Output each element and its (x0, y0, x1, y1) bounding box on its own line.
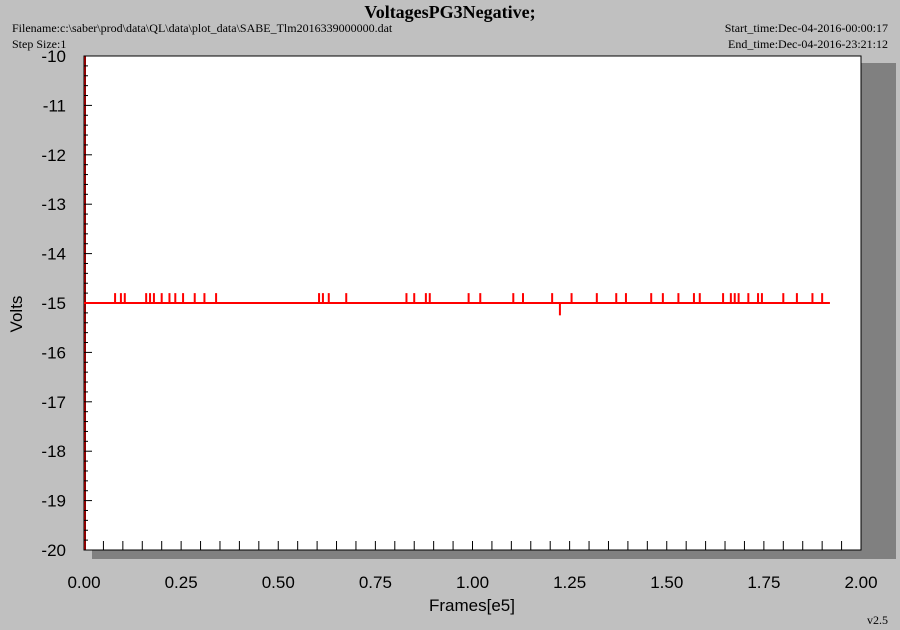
version-label: v2.5 (867, 613, 888, 627)
x-tick-label: 1.25 (553, 573, 586, 592)
x-tick-label: 2.00 (844, 573, 877, 592)
y-tick-label: -13 (41, 195, 66, 214)
y-tick-label: -12 (41, 146, 66, 165)
step-size-label: Step Size:1 (12, 37, 67, 51)
chart-title: VoltagesPG3Negative; (364, 2, 536, 22)
series-voltages (84, 293, 830, 316)
y-tick-label: -19 (41, 492, 66, 511)
y-tick-label: -15 (41, 294, 66, 313)
end-time-label: End_time:Dec-04-2016-23:21:12 (728, 37, 888, 51)
y-tick-label: -16 (41, 343, 66, 362)
y-axis-title: Volts (7, 296, 26, 333)
x-tick-label: 1.75 (747, 573, 780, 592)
x-tick-label: 0.50 (262, 573, 295, 592)
x-tick-label: 1.00 (456, 573, 489, 592)
x-tick-label: 0.25 (165, 573, 198, 592)
start-time-label: Start_time:Dec-04-2016-00:00:17 (724, 21, 888, 35)
x-axis-title: Frames[e5] (429, 596, 515, 615)
x-tick-label: 0.00 (67, 573, 100, 592)
x-tick-label: 1.50 (650, 573, 683, 592)
tick-labels: -10 -11 -12 -13 -14 -15 -16 -17 -18 -19 -200.00 0.2… (41, 47, 877, 592)
x-tick-label: 0.75 (359, 573, 392, 592)
y-tick-label: -11 (43, 96, 66, 115)
filename-label: Filename:c:\saber\prod\data\QL\data\plot… (12, 21, 393, 35)
y-tick-label: -14 (41, 245, 66, 264)
y-tick-label: -20 (41, 541, 66, 560)
y-tick-label: -18 (41, 442, 66, 461)
y-tick-label: -10 (41, 47, 66, 66)
y-tick-label: -17 (41, 393, 66, 412)
